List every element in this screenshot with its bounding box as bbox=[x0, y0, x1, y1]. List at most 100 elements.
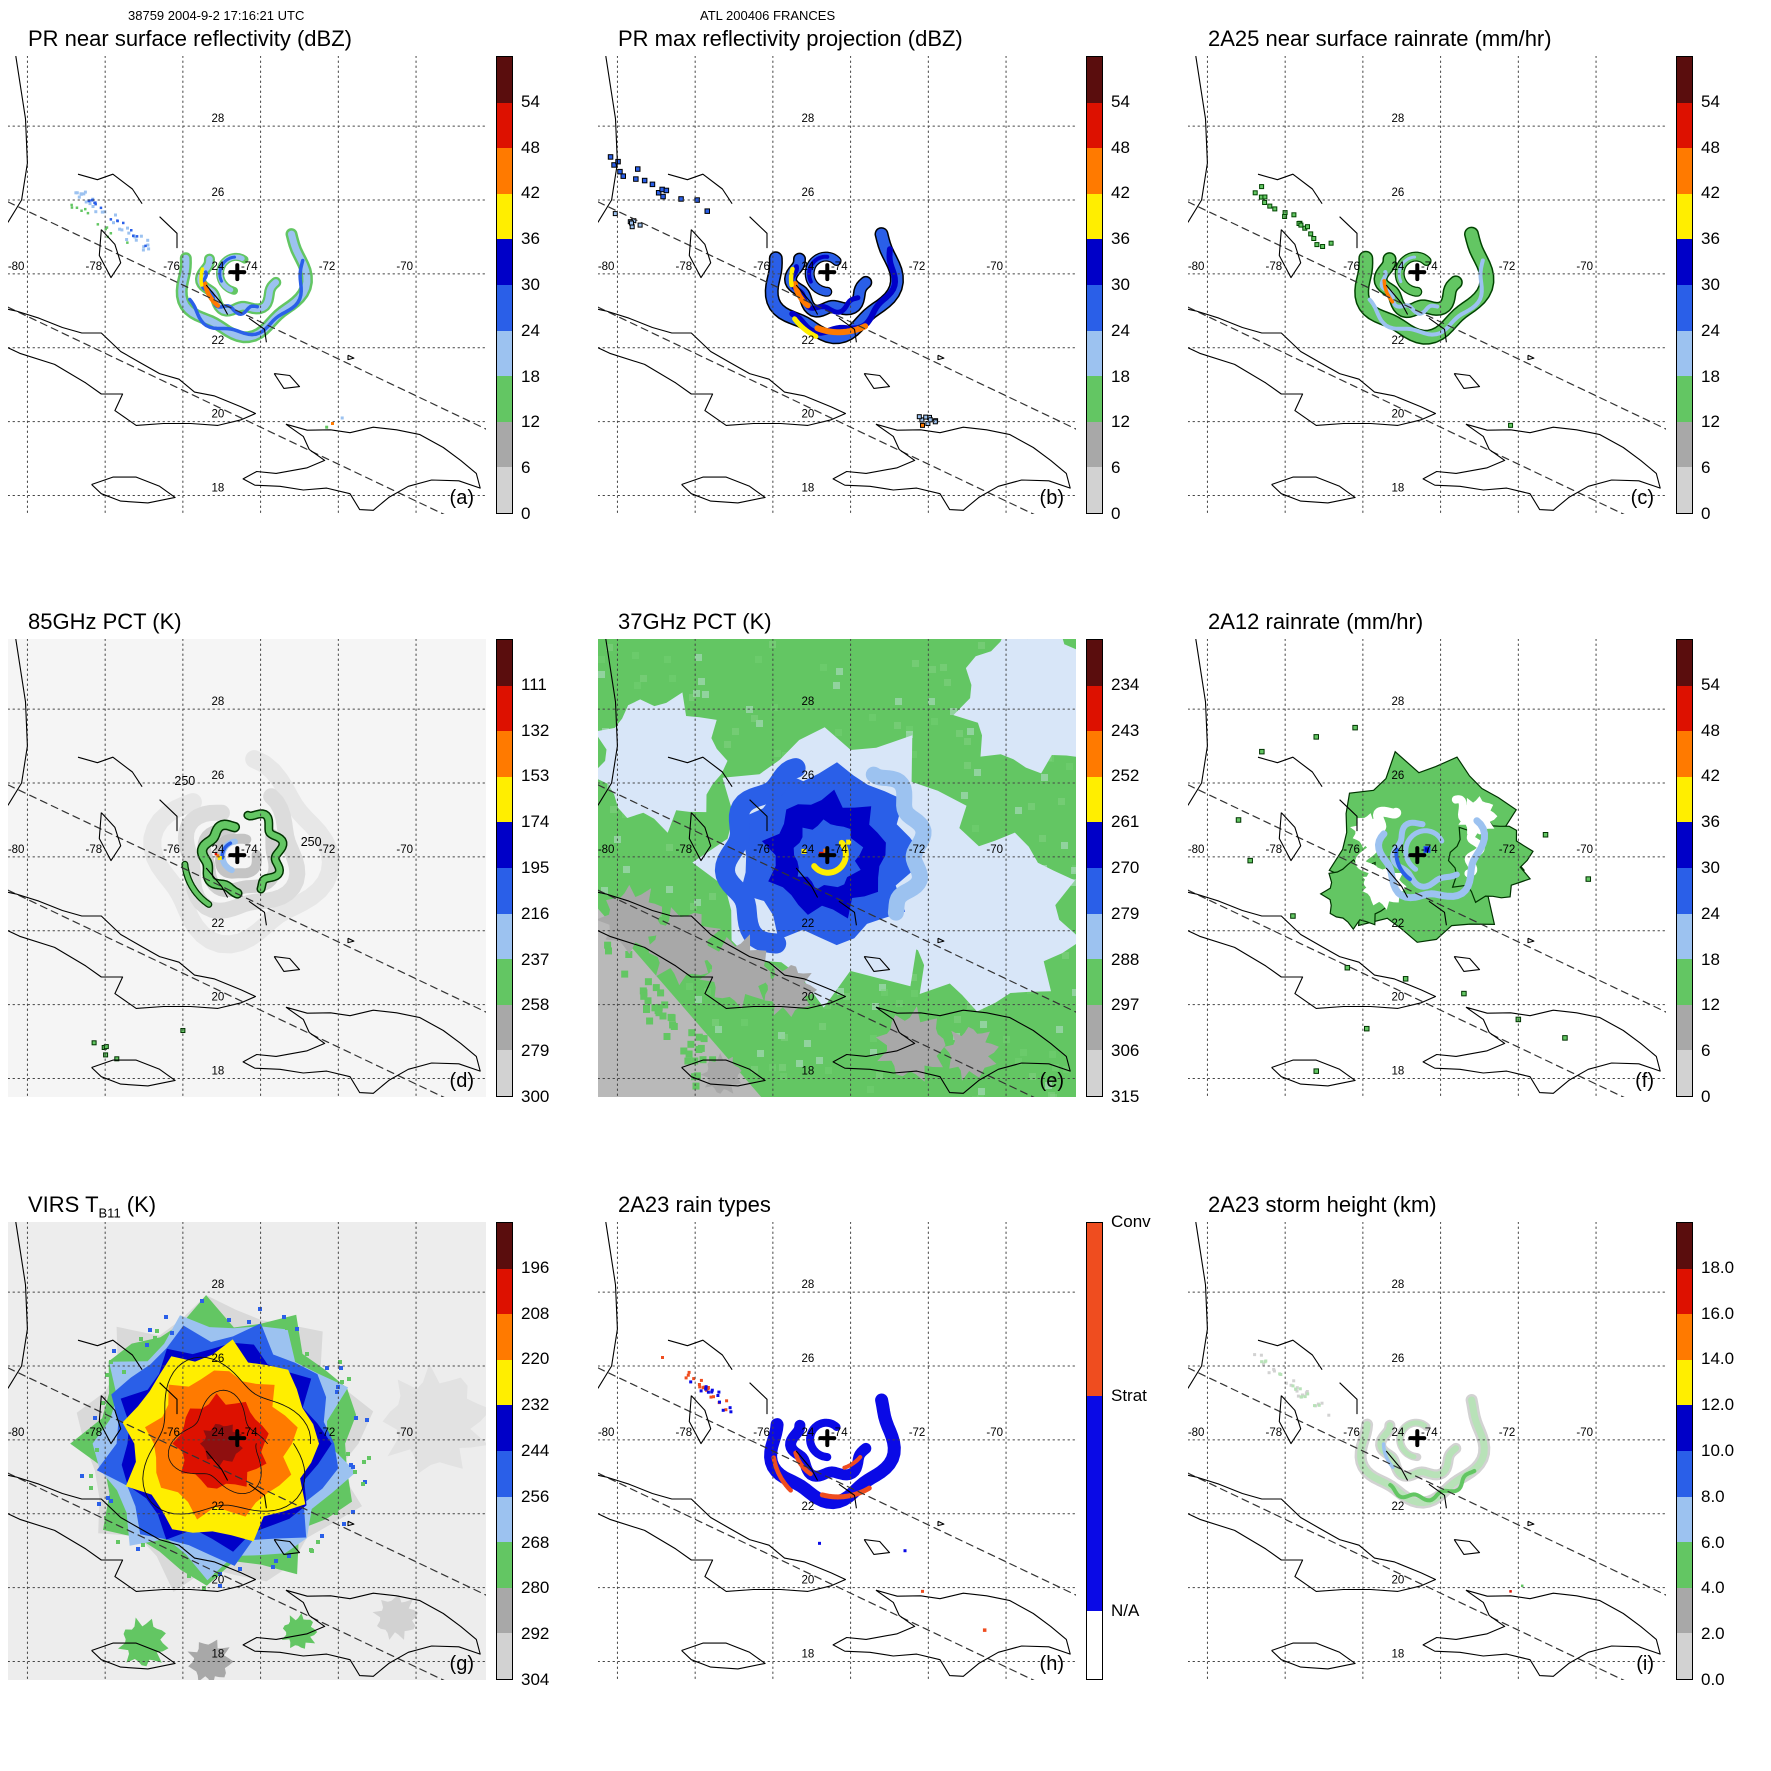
colorbar-tick: 14.0 bbox=[1701, 1349, 1735, 1369]
svg-text:20: 20 bbox=[801, 992, 814, 1004]
svg-text:-74: -74 bbox=[831, 1427, 848, 1439]
svg-text:28: 28 bbox=[1391, 696, 1404, 708]
colorbar-segment bbox=[1677, 1359, 1692, 1406]
colorbar-tick: 280 bbox=[521, 1578, 550, 1598]
svg-text:18: 18 bbox=[1391, 1066, 1404, 1078]
colorbar-segment bbox=[1087, 640, 1102, 686]
map-e: -80 -78 -76 -74 -72 -70 18 20 22 24 26 28 (e) bbox=[598, 639, 1076, 1097]
colorbar-segment bbox=[497, 102, 512, 149]
colorbar-tick: 216 bbox=[521, 903, 550, 923]
svg-text:22: 22 bbox=[801, 1501, 814, 1513]
storm-center-cross bbox=[1408, 263, 1427, 282]
colorbar-segment bbox=[1677, 57, 1692, 103]
colorbar-tick: 18 bbox=[1111, 366, 1130, 386]
svg-text:-76: -76 bbox=[163, 844, 180, 856]
colorbar-d bbox=[496, 639, 513, 1097]
svg-text:-78: -78 bbox=[676, 1427, 693, 1439]
colorbar-segment bbox=[1677, 1587, 1692, 1634]
svg-text:26: 26 bbox=[1391, 770, 1404, 782]
svg-text:-74: -74 bbox=[831, 844, 848, 856]
svg-text:28: 28 bbox=[211, 113, 224, 125]
map-grid-and-coast-layer: -80 -78 -76 -74 -72 -70 18 20 22 24 26 28 bbox=[1188, 1222, 1666, 1680]
colorbar-segment bbox=[497, 731, 512, 777]
svg-text:24: 24 bbox=[801, 1427, 814, 1439]
contour-label: 250 bbox=[301, 835, 322, 849]
colorbar-segment bbox=[1087, 867, 1102, 914]
svg-text:20: 20 bbox=[211, 992, 224, 1004]
svg-text:20: 20 bbox=[1391, 1575, 1404, 1587]
colorbar-i bbox=[1676, 1222, 1693, 1680]
colorbar-segment bbox=[497, 1633, 512, 1679]
colorbar-segment bbox=[1087, 959, 1102, 1005]
svg-text:18: 18 bbox=[211, 1649, 224, 1661]
svg-text:18: 18 bbox=[1391, 483, 1404, 495]
colorbar-segment bbox=[1087, 1223, 1102, 1397]
panel-g: VIRS TB11 (K) -80 -78 -76 -74 -72 -70 18 20 22 24 2… bbox=[0, 1188, 590, 1771]
svg-text:-72: -72 bbox=[319, 844, 336, 856]
colorbar-segment bbox=[1677, 1633, 1692, 1679]
svg-text:20: 20 bbox=[211, 1575, 224, 1587]
panel-title-a: PR near surface reflectivity (dBZ) bbox=[28, 26, 352, 51]
svg-text:28: 28 bbox=[1391, 113, 1404, 125]
storm-center-cross bbox=[228, 263, 247, 282]
svg-text:24: 24 bbox=[1391, 261, 1404, 273]
panel-f: 2A12 rainrate (mm/hr) -80 -78 -76 -74 -72 -70 1… bbox=[1180, 605, 1770, 1188]
svg-text:-70: -70 bbox=[986, 261, 1003, 273]
colorbar-segment bbox=[497, 685, 512, 732]
colorbar-segment bbox=[1677, 1405, 1692, 1451]
map-g: -80 -78 -76 -74 -72 -70 18 20 22 24 26 28 (g) bbox=[8, 1222, 486, 1680]
colorbar-tick: 18 bbox=[521, 366, 540, 386]
svg-text:-78: -78 bbox=[86, 261, 103, 273]
colorbar-segment bbox=[1677, 376, 1692, 422]
svg-text:22: 22 bbox=[801, 335, 814, 347]
colorbar-tick: 0 bbox=[521, 504, 531, 523]
svg-text:20: 20 bbox=[801, 409, 814, 421]
colorbar-segment bbox=[497, 421, 512, 468]
svg-text:18: 18 bbox=[1391, 1649, 1404, 1661]
colorbar-segment bbox=[1677, 1314, 1692, 1360]
colorbar-tick: 12 bbox=[521, 412, 540, 432]
svg-text:-70: -70 bbox=[396, 1427, 413, 1439]
svg-text:26: 26 bbox=[801, 1353, 814, 1365]
colorbar-tick: 18 bbox=[1701, 949, 1720, 969]
svg-text:-70: -70 bbox=[1576, 844, 1593, 856]
data-layer-b bbox=[607, 154, 939, 428]
map-i: -80 -78 -76 -74 -72 -70 18 20 22 24 26 28 (i) bbox=[1188, 1222, 1666, 1680]
colorbar-segment bbox=[1087, 376, 1102, 422]
colorbar-segment bbox=[1087, 148, 1102, 194]
svg-text:-78: -78 bbox=[1266, 844, 1283, 856]
svg-text:-72: -72 bbox=[909, 844, 926, 856]
colorbar-tick: 48 bbox=[521, 137, 540, 157]
colorbar-tick: 292 bbox=[521, 1624, 550, 1644]
svg-text:20: 20 bbox=[1391, 409, 1404, 421]
colorbar-segment bbox=[1677, 1450, 1692, 1497]
colorbar-tick: 111 bbox=[521, 674, 547, 694]
colorbar-tick: 6 bbox=[1701, 1041, 1711, 1061]
panel-letter-h: (h) bbox=[1040, 1653, 1064, 1675]
data-layer-e bbox=[598, 639, 1076, 1097]
colorbar-segment bbox=[1087, 776, 1102, 823]
svg-text:-76: -76 bbox=[753, 844, 770, 856]
colorbar-segment bbox=[497, 1405, 512, 1451]
colorbar-tick: 10.0 bbox=[1701, 1441, 1735, 1460]
colorbar-segment bbox=[1677, 330, 1692, 377]
colorbar-tick: 36 bbox=[521, 229, 540, 249]
colorbar-tick: 306 bbox=[1111, 1041, 1140, 1061]
colorbar-tick: 315 bbox=[1111, 1087, 1140, 1106]
colorbar-tick: 8.0 bbox=[1701, 1486, 1725, 1506]
colorbar-tick: 261 bbox=[1111, 812, 1140, 832]
colorbar-segment bbox=[497, 1268, 512, 1315]
colorbar-segment bbox=[497, 1450, 512, 1497]
svg-text:-76: -76 bbox=[163, 1427, 180, 1439]
svg-text:-76: -76 bbox=[1343, 261, 1360, 273]
storm-center-cross bbox=[1408, 1429, 1427, 1448]
svg-text:18: 18 bbox=[211, 1066, 224, 1078]
colorbar-segment bbox=[1677, 284, 1692, 331]
svg-text:-76: -76 bbox=[1343, 1427, 1360, 1439]
svg-text:20: 20 bbox=[1391, 992, 1404, 1004]
panel-title-i: 2A23 storm height (km) bbox=[1208, 1192, 1437, 1217]
svg-text:-74: -74 bbox=[1421, 261, 1438, 273]
colorbar-tick: 54 bbox=[1701, 91, 1720, 111]
svg-text:22: 22 bbox=[801, 918, 814, 930]
svg-text:-74: -74 bbox=[1421, 1427, 1438, 1439]
